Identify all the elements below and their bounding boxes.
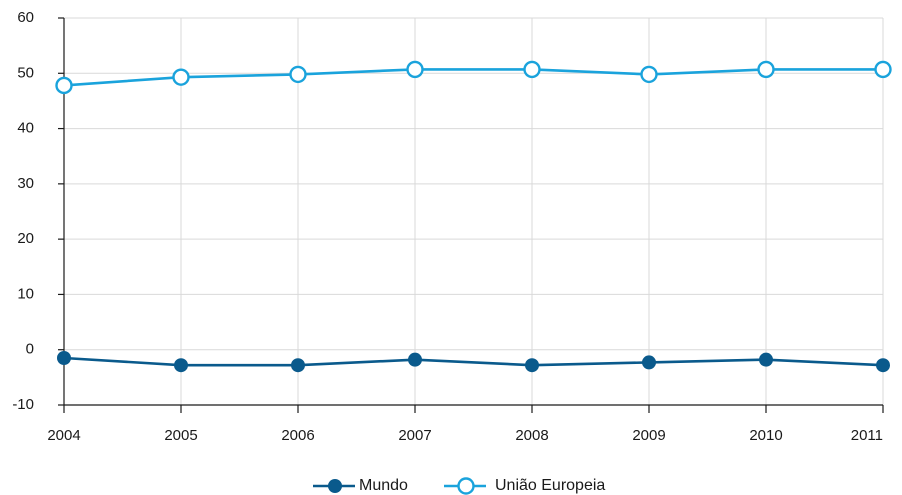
legend-item-1: União Europeia [444,477,605,495]
legend-item-0: Mundo [313,477,408,494]
legend-label: Mundo [359,477,408,494]
series-0 [57,351,890,373]
data-point [523,60,541,79]
data-point [408,352,422,367]
data-point [642,355,656,370]
data-point [876,358,890,373]
x-tick-label: 2004 [47,427,80,444]
data-point [525,358,539,373]
series-1 [55,60,892,95]
y-tick-label: 50 [17,64,34,81]
data-point [55,76,73,95]
series-line [63,68,883,87]
y-tick-label: 10 [17,285,34,302]
y-tick-label: 30 [17,175,34,192]
data-point [172,68,190,86]
data-point [640,65,658,84]
data-point [291,358,305,373]
y-tick-label: 40 [17,120,34,137]
y-tick-labels: -10 0 10 20 30 40 50 60 [12,9,34,413]
data-point [759,352,773,367]
x-tick-label: 2006 [281,427,314,444]
legend-label: União Europeia [495,477,605,494]
x-tick-label: 2007 [398,427,431,444]
y-tick-label: 0 [26,341,34,358]
data-point [757,60,775,79]
y-tick-label: -10 [12,396,34,413]
data-point [874,60,892,79]
x-tick-labels: 2004 2005 2006 2007 2008 2009 2010 2011 [47,427,883,444]
series [55,60,892,373]
data-point [57,351,71,366]
data-point [289,65,307,84]
data-point [174,358,188,373]
legend-swatch-marker [328,479,342,493]
data-point [406,60,424,79]
y-tick-label: 20 [17,230,34,247]
x-tick-label: 2010 [749,427,782,444]
x-tick-label: 2009 [632,427,665,444]
legend-swatch-marker [457,477,475,495]
x-tick-label: 2008 [515,427,548,444]
x-tick-label: 2011 [851,427,883,444]
y-tick-label: 60 [17,9,34,26]
legend: Mundo União Europeia [313,477,605,495]
series-line [63,356,884,367]
x-tick-label: 2005 [164,427,197,444]
